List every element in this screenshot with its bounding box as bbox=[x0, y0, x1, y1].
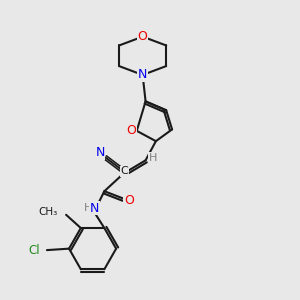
Text: Cl: Cl bbox=[29, 244, 40, 256]
Text: O: O bbox=[124, 194, 134, 207]
Text: H: H bbox=[149, 153, 157, 163]
Text: N: N bbox=[95, 146, 105, 159]
Text: N: N bbox=[90, 202, 99, 215]
Text: N: N bbox=[138, 68, 147, 81]
Text: O: O bbox=[127, 124, 136, 137]
Text: C: C bbox=[120, 166, 128, 176]
Text: CH₃: CH₃ bbox=[39, 207, 58, 218]
Text: H: H bbox=[83, 203, 92, 213]
Text: O: O bbox=[138, 30, 148, 43]
